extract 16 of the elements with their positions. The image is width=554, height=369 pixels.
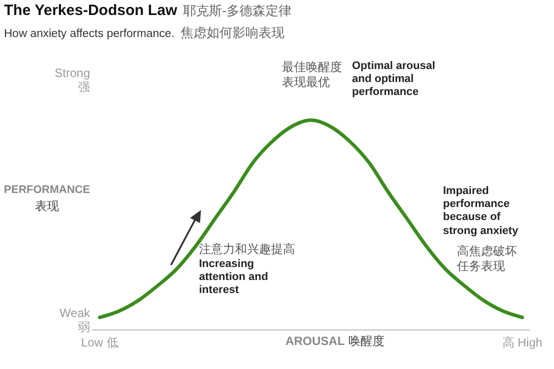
text: 表现最优: [282, 75, 330, 90]
x-tick-label: 高 High: [502, 336, 542, 350]
annotation: 高焦虑破坏: [457, 244, 517, 258]
x-tick-label: Low 低: [81, 336, 118, 350]
x-axis-title: AROUSAL 唤醒度: [285, 334, 385, 348]
chart-subtitle: How anxiety affects performance. 焦虑如何影响表现: [4, 25, 284, 40]
annotation: 注意力和兴趣提高: [199, 242, 295, 256]
text: 最佳唤醒度: [282, 60, 342, 74]
annotation: Increasing attention and interest: [199, 258, 268, 298]
text: Strong 强: [54, 66, 90, 95]
y-axis-title: PERFORMANCE 表现: [2, 184, 92, 215]
annotation: Impaired performance because of strong anxiety: [443, 185, 518, 238]
annotation: 任务表现: [457, 259, 505, 274]
text: Weak 弱: [58, 306, 90, 335]
text: Optimal arousal and optimal performance: [352, 60, 436, 100]
chart-title: The Yerkes-Dodson Law 耶克斯-多德森定律: [4, 2, 292, 19]
